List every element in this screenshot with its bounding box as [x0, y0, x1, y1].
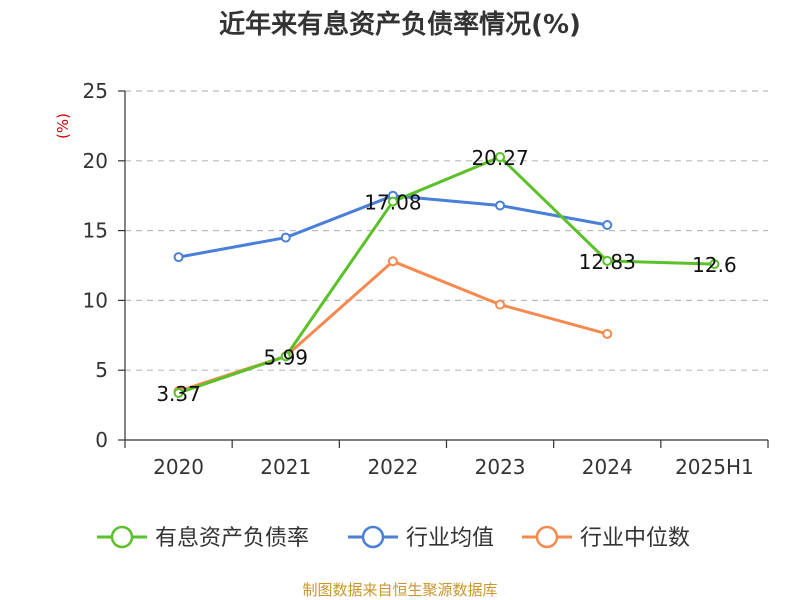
- legend-marker: [110, 525, 134, 549]
- gridlines: [125, 90, 768, 371]
- y-tick-label: 10: [83, 288, 108, 312]
- legend-marker: [361, 525, 385, 549]
- data-point: [173, 387, 184, 398]
- y-axis-label: (%): [54, 113, 72, 139]
- data-label: 12.6: [692, 253, 737, 277]
- data-point: [280, 232, 291, 243]
- data-label: 12.83: [579, 250, 636, 274]
- legend-label: 行业中位数: [580, 526, 690, 551]
- data-label: 17.08: [364, 191, 421, 215]
- data-point: [602, 328, 613, 339]
- data-point: [387, 196, 398, 207]
- legend-label: 行业均值: [406, 526, 494, 551]
- series-line: [178, 155, 715, 395]
- y-tick-label: 25: [83, 79, 108, 103]
- data-point: [387, 256, 398, 267]
- data-labels: 3.37 5.99 17.08 20.27 12.83 12.6: [156, 146, 736, 406]
- data-label: 5.99: [263, 345, 308, 369]
- data-label: 3.37: [156, 382, 201, 406]
- axes: 0 5 10 15 20 25 2020 2021 2022 2023 2024 2025H1: [83, 79, 769, 479]
- series-group: [173, 152, 720, 398]
- x-tick-label: 2022: [367, 455, 418, 479]
- legend-label: 有息资产负债率: [155, 526, 309, 551]
- data-point: [602, 220, 613, 231]
- data-point: [495, 299, 506, 310]
- data-point: [173, 252, 184, 263]
- data-point: [709, 259, 720, 270]
- chart-title: 近年来有息资产负债率情况(%): [219, 9, 581, 40]
- data-label: 20.27: [471, 146, 528, 170]
- x-tick-label: 2020: [153, 455, 204, 479]
- source-note: 制图数据来自恒生聚源数据库: [302, 581, 497, 599]
- x-tick-label: 2023: [475, 455, 526, 479]
- data-point: [495, 152, 506, 163]
- y-tick-label: 0: [95, 428, 108, 452]
- x-tick-label: 2024: [582, 455, 633, 479]
- y-tick-label: 5: [95, 358, 108, 382]
- x-tick-label: 2025H1: [675, 455, 754, 479]
- data-point: [495, 200, 506, 211]
- legend: 有息资产负债率 行业均值 行业中位数: [97, 525, 690, 551]
- data-point: [280, 351, 291, 362]
- legend-marker: [535, 525, 559, 549]
- y-tick-label: 20: [83, 149, 108, 173]
- x-tick-label: 2021: [260, 455, 311, 479]
- data-point: [602, 255, 613, 266]
- y-tick-label: 15: [83, 219, 108, 243]
